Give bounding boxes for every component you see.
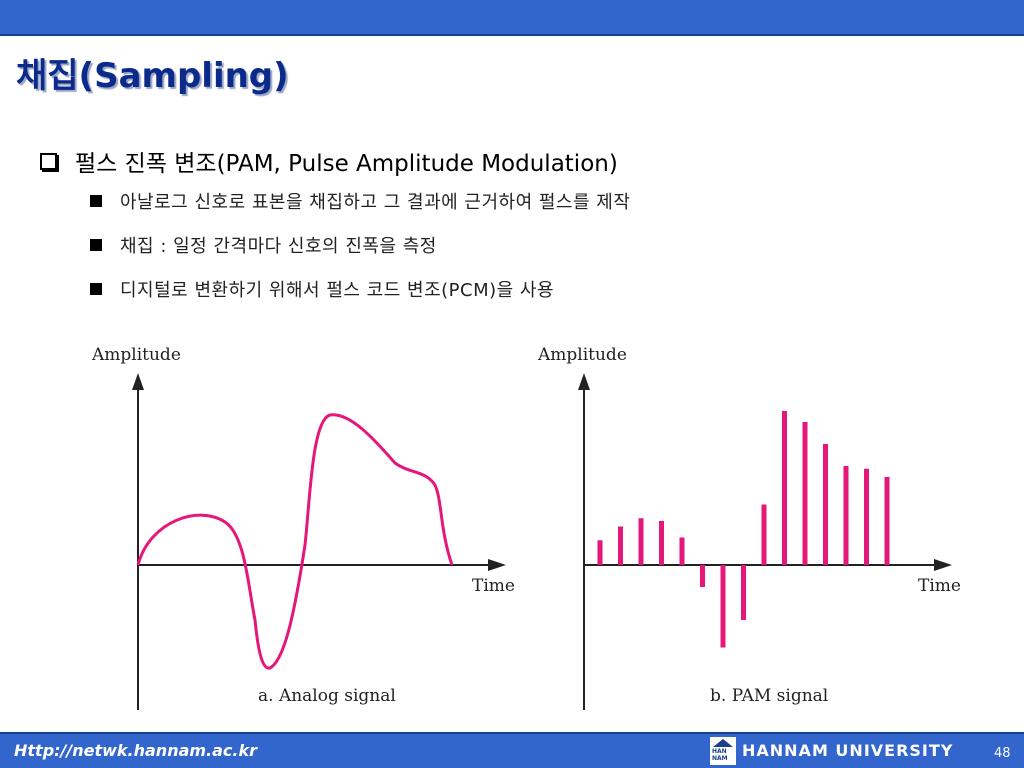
analog-xlabel: Time: [472, 576, 515, 596]
sub-bullet-text: 디지털로 변환하기 위해서 펄스 코드 변조(PCM)을 사용: [120, 280, 555, 301]
main-bullet-text: 펄스 진폭 변조(PAM, Pulse Amplitude Modulation…: [75, 151, 618, 177]
square-bullet-icon: [90, 239, 102, 251]
sub-bullet-3: 디지털로 변환하기 위해서 펄스 코드 변조(PCM)을 사용: [90, 276, 554, 302]
analog-y-arrow-icon: [132, 373, 144, 390]
pam-caption: b. PAM signal: [710, 686, 828, 706]
header-divider: [0, 34, 1024, 36]
sub-bullet-2: 채집 : 일정 간격마다 신호의 진폭을 측정: [90, 232, 437, 258]
header-bar: [0, 0, 1024, 34]
pam-panel: Amplitude Time b. PAM signal: [537, 345, 961, 710]
university-logo-icon: HAN NAM: [710, 737, 736, 765]
pam-x-arrow-icon: [934, 559, 952, 571]
pam-xlabel: Time: [918, 576, 961, 596]
analog-caption: a. Analog signal: [258, 686, 396, 706]
square-bullet-icon: [90, 195, 102, 207]
analog-x-arrow-icon: [488, 559, 506, 571]
pam-bars: [597, 411, 890, 648]
sub-bullet-text: 아날로그 신호로 표본을 채집하고 그 결과에 근거하여 펄스를 제작: [120, 192, 631, 213]
analog-signal-curve: [136, 413, 454, 670]
slide-title: 채집(Sampling): [16, 56, 289, 96]
pam-ylabel: Amplitude: [537, 345, 627, 365]
footer-bar: [0, 734, 1024, 768]
checkbox-bullet-icon: [40, 153, 57, 170]
footer-university: HANNAM UNIVERSITY: [742, 741, 954, 760]
sub-bullet-1: 아날로그 신호로 표본을 채집하고 그 결과에 근거하여 펄스를 제작: [90, 188, 630, 214]
analog-panel: Amplitude Time a. Analog signal: [91, 345, 515, 710]
page-number: 48: [994, 746, 1011, 761]
pam-y-arrow-icon: [578, 373, 590, 390]
square-bullet-icon: [90, 283, 102, 295]
logo-text: HAN NAM: [712, 748, 728, 762]
footer-url-link[interactable]: Http://netwk.hannam.ac.kr: [14, 741, 258, 760]
analog-ylabel: Amplitude: [91, 345, 181, 365]
main-bullet: 펄스 진폭 변조(PAM, Pulse Amplitude Modulation…: [40, 144, 618, 178]
footer-divider: [0, 732, 1024, 734]
sub-bullet-text: 채집 : 일정 간격마다 신호의 진폭을 측정: [120, 236, 437, 257]
